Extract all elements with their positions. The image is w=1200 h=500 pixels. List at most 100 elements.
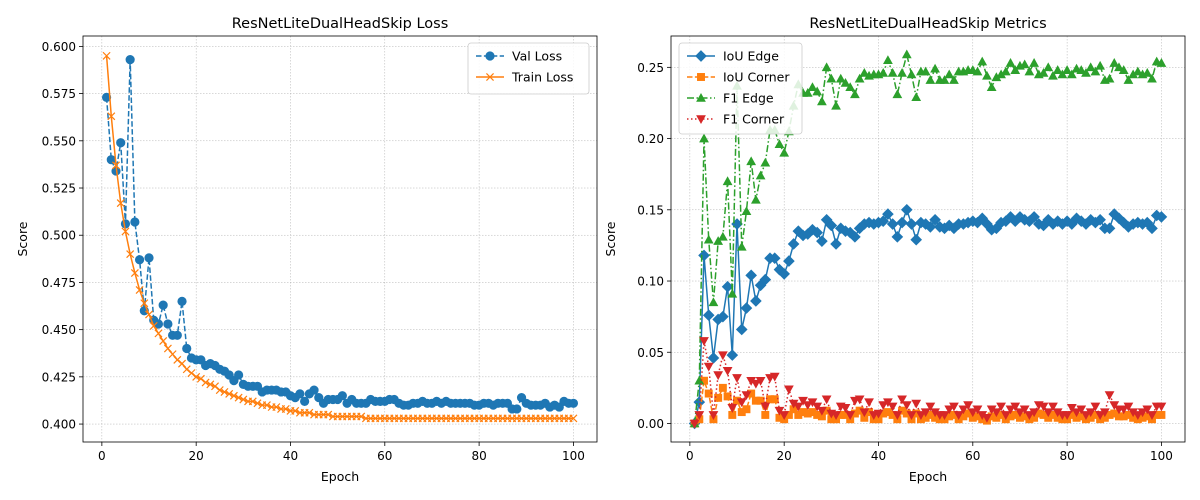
x-tick: 20 bbox=[189, 442, 204, 463]
point-f1-edge bbox=[982, 70, 992, 80]
x-tick: 20 bbox=[777, 442, 792, 463]
point-f1-edge bbox=[1043, 62, 1054, 72]
point-iou-corner bbox=[714, 393, 723, 402]
point-f1-corner bbox=[963, 401, 973, 410]
point-f1-edge bbox=[859, 68, 870, 77]
y-tick: 0.05 bbox=[637, 346, 671, 360]
point-f1-edge bbox=[812, 86, 823, 96]
point-iou-edge bbox=[1094, 213, 1106, 226]
point-f1-corner bbox=[1099, 408, 1110, 418]
point-train-loss bbox=[163, 344, 172, 353]
metrics-plot-frame bbox=[670, 35, 1186, 443]
point-f1-corner bbox=[831, 411, 841, 420]
point-f1-edge bbox=[897, 68, 907, 77]
legend-marker-f1-edge bbox=[696, 92, 706, 102]
metrics-chart: 0 20 40 60 80 100 0.00 0.05 0.10 0.15 0.20 0.25 Re… bbox=[603, 16, 1186, 484]
loss-chart: 0 20 40 60 80 100 0.4000.4250.4500.4750.5000.… bbox=[15, 16, 598, 484]
x-tick-label: 80 bbox=[471, 449, 486, 463]
point-f1-edge bbox=[817, 96, 827, 106]
point-train-loss bbox=[107, 112, 116, 121]
series-f1-edge bbox=[689, 49, 1167, 428]
point-iou-edge bbox=[787, 238, 800, 250]
x-tick-label: 100 bbox=[562, 449, 585, 463]
point-train-loss bbox=[178, 359, 187, 368]
y-tick: 0.25 bbox=[637, 61, 671, 75]
point-iou-edge bbox=[1028, 211, 1040, 223]
point-val-loss bbox=[177, 296, 187, 306]
point-f1-corner bbox=[897, 395, 907, 405]
point-iou-corner bbox=[718, 383, 727, 392]
point-f1-edge bbox=[1090, 66, 1101, 76]
point-f1-corner bbox=[793, 402, 804, 412]
point-f1-corner bbox=[1109, 401, 1120, 410]
point-f1-corner bbox=[840, 404, 851, 413]
x-tick-label: 20 bbox=[189, 449, 204, 463]
point-iou-edge bbox=[778, 268, 790, 280]
point-f1-edge bbox=[925, 75, 936, 84]
point-train-loss bbox=[159, 336, 168, 345]
legend-entry-train-loss: Train Loss bbox=[476, 70, 573, 85]
point-f1-edge bbox=[850, 89, 860, 99]
point-iou-edge bbox=[929, 213, 941, 226]
metrics-legend: IoU Edge IoU Corner F1 Edge F1 Corner bbox=[678, 42, 803, 135]
point-f1-corner bbox=[798, 396, 808, 406]
point-f1-corner bbox=[967, 408, 978, 418]
point-train-loss bbox=[192, 372, 201, 381]
point-iou-edge bbox=[740, 302, 753, 314]
point-train-loss bbox=[569, 414, 578, 423]
point-f1-corner bbox=[878, 401, 889, 410]
y-tick: 0.450 bbox=[42, 323, 83, 337]
x-tick-label: 80 bbox=[1059, 449, 1074, 463]
point-f1-edge bbox=[930, 63, 940, 73]
point-f1-corner bbox=[1104, 391, 1115, 401]
point-iou-edge bbox=[905, 218, 918, 230]
legend-box bbox=[678, 42, 803, 135]
point-f1-corner bbox=[1062, 411, 1072, 420]
point-train-loss bbox=[168, 350, 177, 359]
point-f1-edge bbox=[854, 73, 865, 83]
point-f1-edge bbox=[1029, 58, 1039, 67]
point-f1-corner bbox=[821, 395, 832, 405]
loss-chart-title: ResNetLiteDualHeadSkip Loss bbox=[232, 16, 449, 32]
point-f1-edge bbox=[1118, 65, 1129, 74]
x-tick: 80 bbox=[1059, 442, 1075, 463]
point-iou-edge bbox=[910, 233, 923, 246]
point-f1-corner bbox=[769, 372, 780, 382]
point-train-loss bbox=[140, 299, 149, 308]
point-f1-edge bbox=[1076, 65, 1087, 74]
point-f1-corner bbox=[1090, 402, 1101, 412]
y-tick-label: 0.550 bbox=[42, 134, 76, 148]
point-iou-corner bbox=[756, 396, 765, 405]
loss-series-layer bbox=[101, 51, 579, 423]
legend-marker-iou-corner bbox=[697, 73, 705, 81]
point-f1-edge bbox=[1109, 58, 1120, 67]
y-tick-label: 0.400 bbox=[42, 418, 76, 432]
point-train-loss bbox=[154, 329, 163, 338]
metrics-x-axis-label: Epoch bbox=[909, 469, 947, 484]
point-iou-edge bbox=[768, 252, 781, 265]
point-iou-corner bbox=[742, 405, 751, 414]
point-f1-corner bbox=[807, 398, 818, 408]
x-tick: 0 bbox=[686, 442, 694, 463]
point-f1-edge bbox=[1024, 66, 1035, 76]
legend-entry-f1-corner: F1 Corner bbox=[687, 112, 785, 127]
y-tick-label: 0.450 bbox=[42, 323, 76, 337]
point-f1-edge bbox=[892, 89, 903, 99]
point-f1-edge bbox=[727, 288, 738, 298]
point-f1-edge bbox=[920, 66, 931, 76]
point-f1-edge bbox=[1038, 68, 1049, 77]
point-f1-edge bbox=[986, 82, 997, 92]
point-f1-corner bbox=[916, 411, 926, 420]
point-f1-corner bbox=[817, 406, 827, 416]
point-iou-edge bbox=[1146, 222, 1158, 235]
point-f1-corner bbox=[713, 371, 724, 381]
point-val-loss bbox=[337, 391, 347, 401]
point-train-loss bbox=[225, 389, 234, 398]
point-iou-corner bbox=[723, 392, 732, 401]
point-f1-edge bbox=[755, 170, 766, 180]
point-train-loss bbox=[135, 285, 144, 294]
point-f1-corner bbox=[1019, 405, 1030, 415]
point-f1-corner bbox=[972, 405, 983, 415]
point-f1-edge bbox=[708, 297, 719, 307]
point-train-loss bbox=[149, 321, 158, 330]
